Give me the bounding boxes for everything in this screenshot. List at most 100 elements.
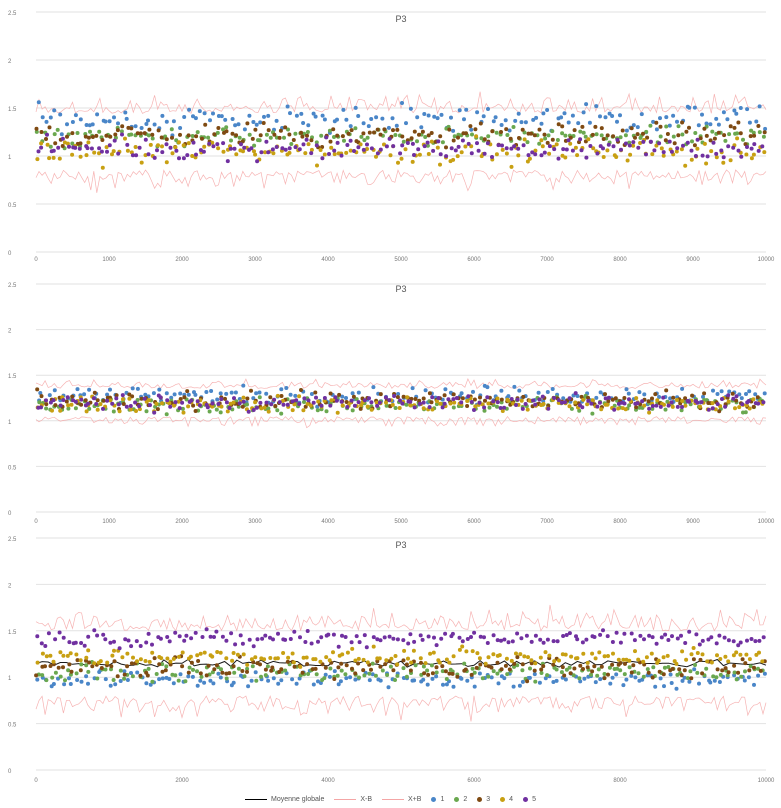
legend-label: X-B [360, 795, 373, 803]
data-point [51, 148, 56, 153]
data-point [435, 145, 440, 150]
data-point [566, 120, 571, 125]
data-point [404, 402, 409, 407]
data-point [683, 396, 688, 401]
legend-item: X-B [334, 796, 372, 803]
data-point [635, 401, 640, 406]
data-point [180, 650, 185, 655]
data-point [444, 657, 449, 662]
data-point [258, 120, 263, 125]
data-point [129, 644, 134, 649]
data-point [318, 681, 323, 685]
data-point [680, 386, 685, 391]
data-point [160, 150, 165, 155]
data-point [677, 667, 682, 672]
data-point [595, 404, 600, 409]
data-point [438, 152, 443, 157]
data-point [610, 662, 615, 667]
data-point [676, 124, 681, 129]
data-point [198, 671, 203, 676]
data-point [79, 641, 84, 645]
data-point [304, 137, 309, 142]
data-point [657, 669, 662, 674]
data-point [299, 130, 304, 135]
data-point [736, 670, 741, 675]
data-point [186, 404, 191, 409]
data-point [584, 637, 589, 642]
data-point [117, 409, 122, 414]
data-point [154, 401, 159, 406]
data-point [472, 408, 476, 412]
data-point [109, 667, 113, 672]
data-point [477, 400, 482, 405]
data-point [560, 652, 565, 657]
data-point [529, 661, 534, 666]
data-point [674, 686, 679, 691]
chart-panel-2: 0 0.5 1 1.5 2 2.5 0 1000 2000 3000 4000 5000 6000 700… [0, 276, 781, 528]
data-point [350, 391, 355, 396]
data-point [269, 402, 274, 407]
data-point [512, 384, 517, 389]
data-point [442, 401, 447, 406]
data-point [459, 676, 464, 681]
data-point [144, 122, 149, 126]
data-point [491, 119, 496, 124]
data-point [670, 666, 675, 671]
data-point [594, 132, 599, 137]
series-x-b [35, 604, 767, 722]
data-point [266, 406, 271, 411]
data-point [324, 135, 329, 140]
data-point [756, 148, 761, 153]
data-point [472, 670, 477, 675]
data-point [34, 126, 39, 131]
data-point [191, 667, 195, 672]
data-point [279, 678, 284, 683]
data-point [680, 405, 684, 409]
data-point [123, 110, 128, 115]
legend-item: 1 [431, 796, 444, 803]
data-point [382, 142, 386, 147]
legend-line-swatch [245, 798, 268, 800]
data-point [52, 388, 57, 393]
data-point [114, 396, 119, 401]
data-point [404, 121, 408, 126]
data-point [237, 135, 242, 140]
data-point [761, 635, 766, 640]
data-point [614, 155, 619, 159]
data-point [245, 669, 249, 674]
data-point [525, 407, 530, 412]
data-point [242, 127, 247, 132]
data-point [112, 648, 116, 653]
data-point [486, 134, 491, 139]
data-point [674, 149, 679, 154]
legend-dot-swatch [477, 796, 483, 802]
data-point [311, 400, 316, 405]
data-point [459, 400, 464, 405]
data-point [627, 403, 632, 408]
data-point [417, 152, 422, 157]
data-point [555, 639, 560, 644]
data-point [337, 392, 342, 397]
data-point [605, 634, 610, 639]
data-point [755, 395, 760, 400]
data-point [631, 123, 636, 128]
x-tick-label: 4000 [321, 257, 335, 263]
data-point [506, 640, 511, 645]
data-point [619, 147, 623, 152]
x-tick-label: 4000 [321, 519, 335, 525]
data-point [567, 631, 572, 636]
data-point [37, 400, 42, 405]
data-point [586, 395, 590, 400]
data-point [176, 399, 181, 404]
data-point [328, 666, 333, 671]
data-point [568, 135, 573, 140]
data-point [306, 142, 311, 147]
data-point [430, 676, 435, 681]
data-point [51, 155, 56, 160]
data-point [491, 399, 496, 404]
data-point [143, 392, 148, 397]
data-point [408, 668, 413, 673]
data-point [110, 653, 115, 658]
data-point [572, 666, 577, 671]
data-point [369, 146, 374, 151]
